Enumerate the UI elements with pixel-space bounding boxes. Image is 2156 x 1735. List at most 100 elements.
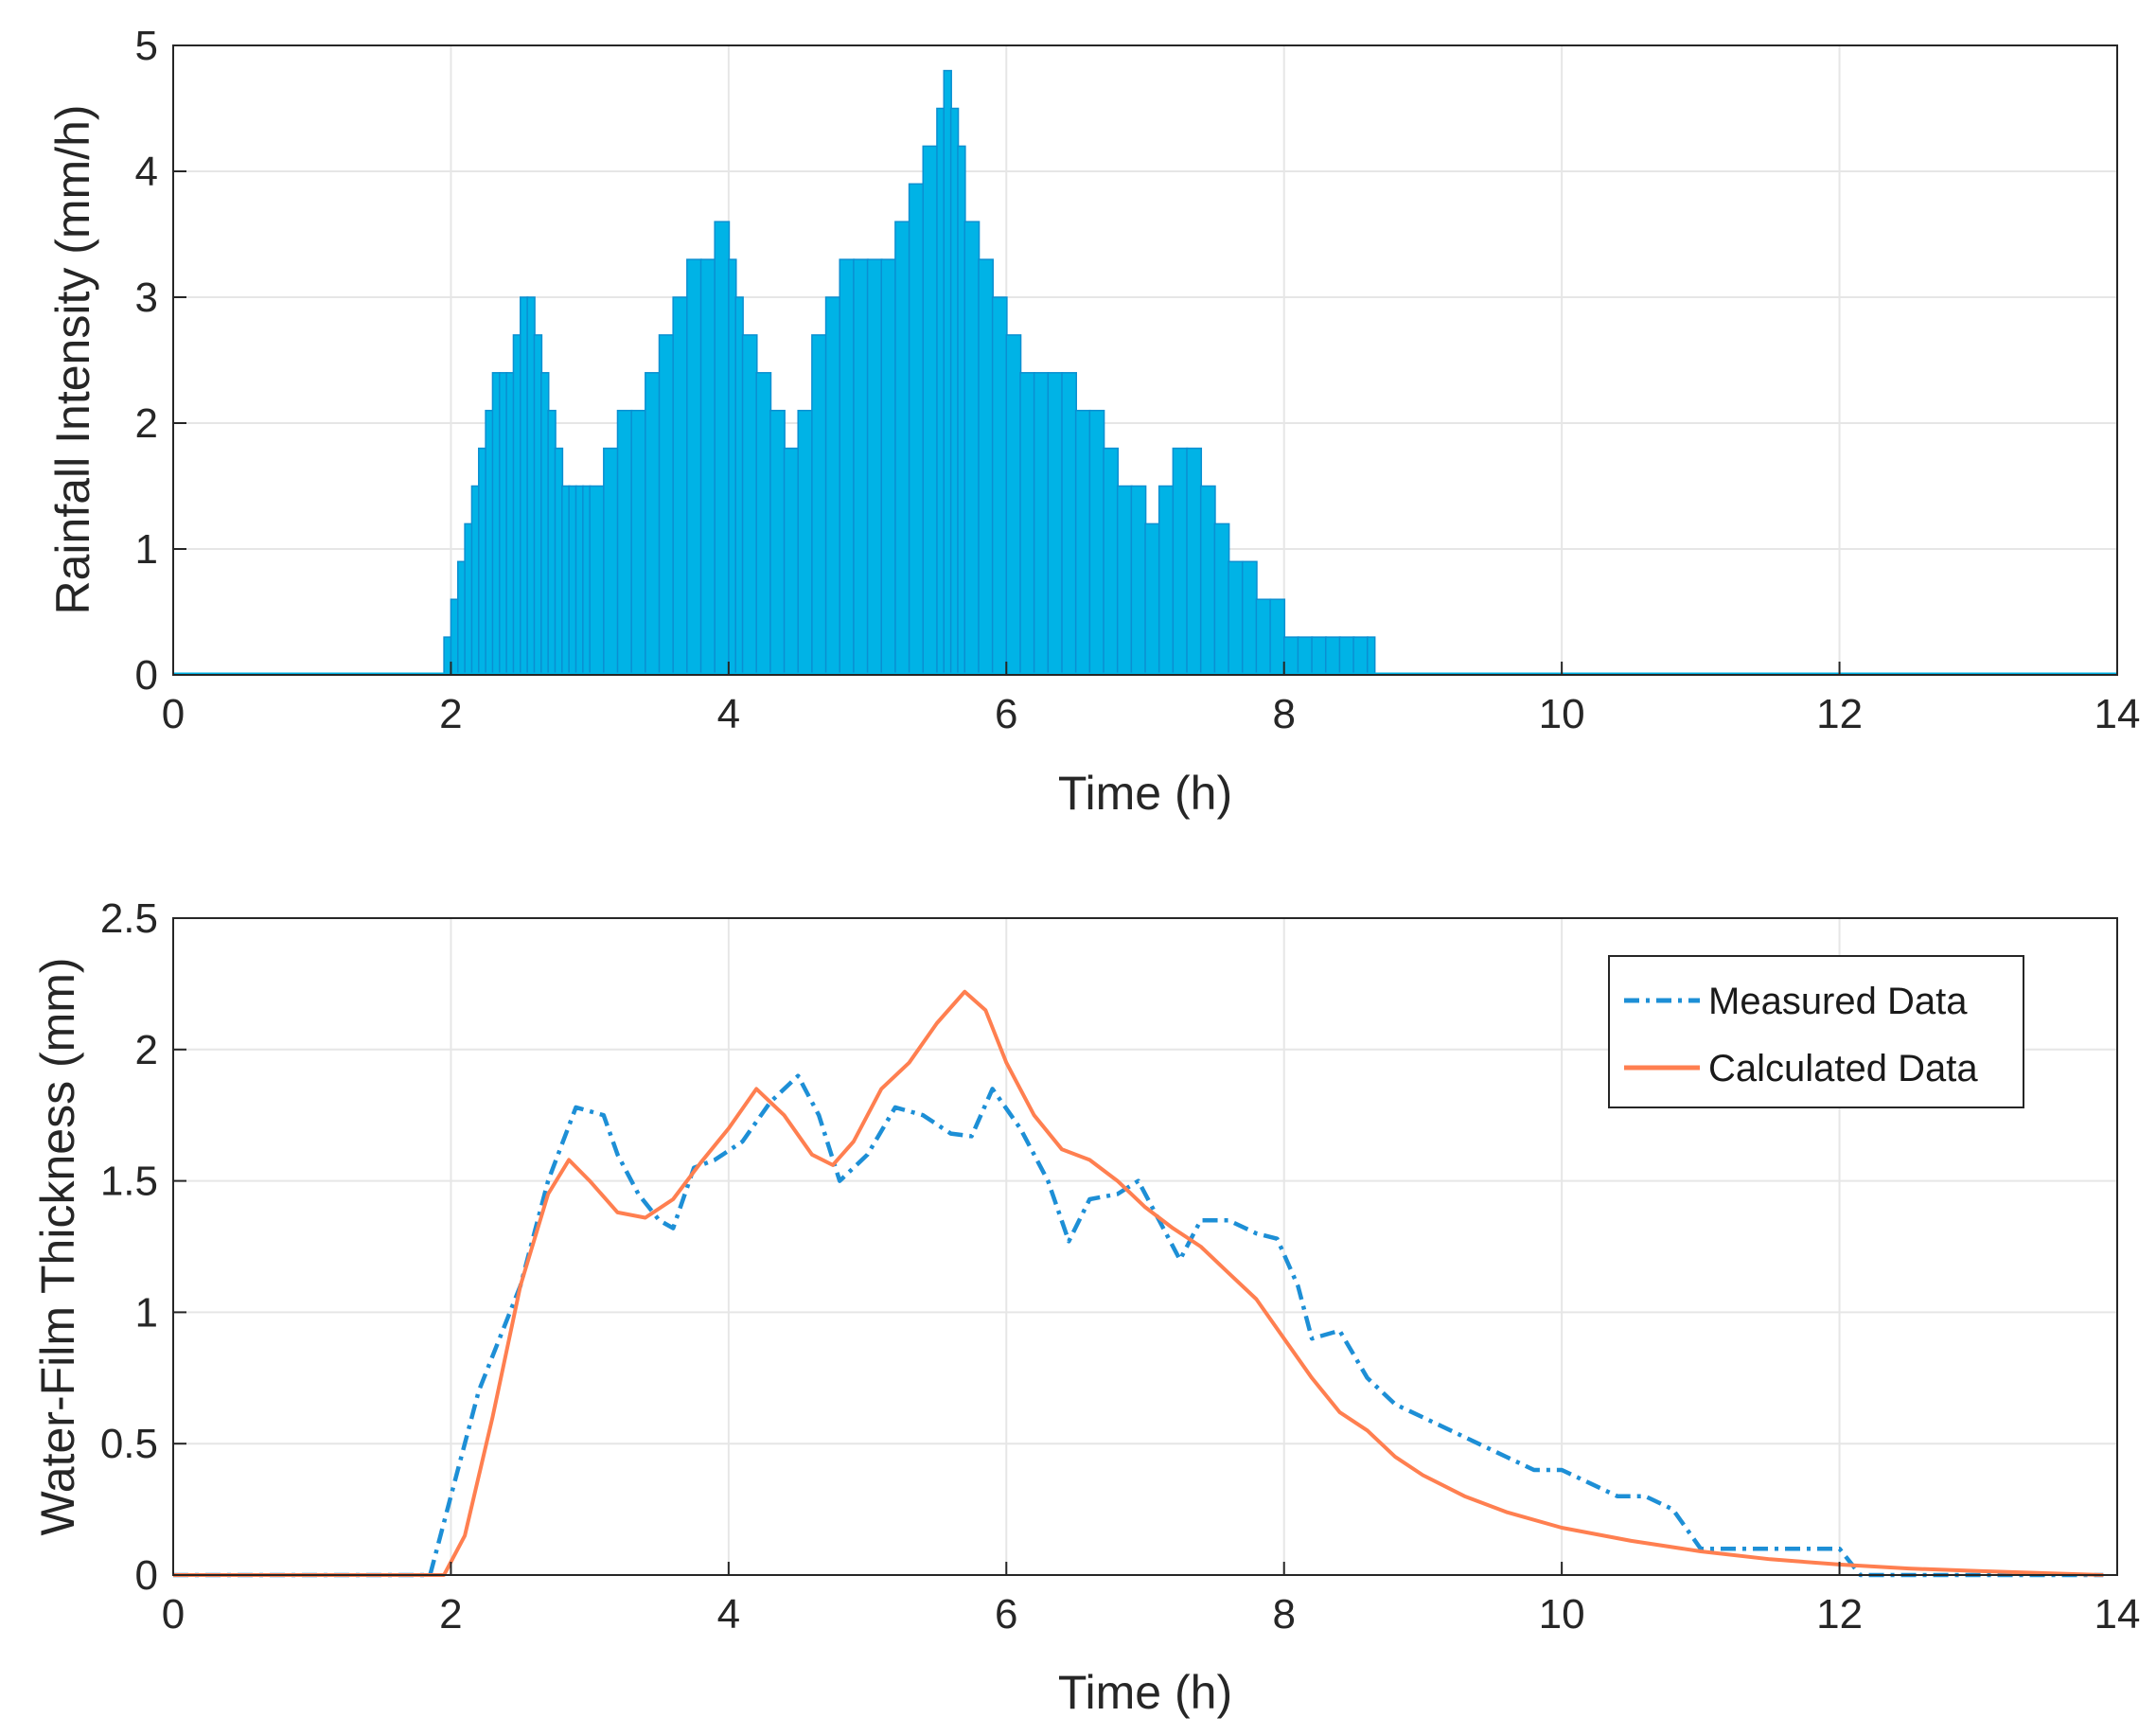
rainfall-bar xyxy=(839,258,856,676)
rainfall-bar xyxy=(783,447,800,676)
rainfall-bar xyxy=(1311,636,1328,676)
rainfall-bar xyxy=(1033,372,1050,676)
rainfall-bar xyxy=(616,409,633,676)
rainfall-bar xyxy=(1061,372,1077,676)
water-film-axes-box xyxy=(172,917,2118,1576)
rainfall-x-tick-label: 4 xyxy=(717,691,740,737)
rainfall-y-tick-label: 5 xyxy=(135,23,158,69)
rainfall-bar xyxy=(1213,522,1230,676)
water-film-x-tick-label: 12 xyxy=(1816,1591,1863,1638)
water-film-y-tick-label: 2.5 xyxy=(100,895,158,942)
rainfall-bar xyxy=(1172,447,1189,676)
rainfall-x-tick-label: 12 xyxy=(1816,691,1863,737)
rainfall-bar xyxy=(1366,636,1376,676)
rainfall-bar xyxy=(589,485,606,676)
rainfall-bar xyxy=(1324,636,1341,676)
rainfall-bar xyxy=(1130,485,1147,676)
rainfall-bar xyxy=(741,334,758,676)
rainfall-x-tick-label: 2 xyxy=(439,691,462,737)
rainfall-axes-box xyxy=(172,44,2118,676)
rainfall-y-tick-label: 1 xyxy=(135,526,158,573)
rainfall-bar xyxy=(1103,447,1120,676)
rainfall-y-tick-label: 3 xyxy=(135,274,158,321)
water-film-y-axis-label: Water-Film Thickness (mm) xyxy=(31,957,84,1535)
rainfall-bar xyxy=(1199,485,1216,676)
rainfall-bar xyxy=(1255,598,1272,676)
rainfall-y-tick-label: 0 xyxy=(135,652,158,699)
rainfall-x-tick-label: 0 xyxy=(162,691,185,737)
water-film-x-tick-label: 4 xyxy=(717,1591,740,1638)
rainfall-bar xyxy=(1074,409,1091,676)
rainfall-bar xyxy=(922,145,939,676)
rainfall-x-tick-label: 8 xyxy=(1272,691,1295,737)
rainfall-bar xyxy=(1144,522,1161,676)
rainfall-bar xyxy=(769,409,786,676)
water-film-y-tick-label: 1.5 xyxy=(100,1159,158,1205)
water-film-x-tick-label: 0 xyxy=(162,1591,185,1638)
legend-measured-label: Measured Data xyxy=(1708,981,1968,1022)
rainfall-bar xyxy=(1005,334,1022,676)
water-film-x-tick-label: 6 xyxy=(995,1591,1017,1638)
rainfall-bar xyxy=(1088,409,1105,676)
calculated-data-line xyxy=(173,989,2104,1577)
rainfall-bar xyxy=(908,183,925,676)
water-film-x-tick-label: 10 xyxy=(1539,1591,1585,1638)
rainfall-y-tick-label: 4 xyxy=(135,149,158,195)
rainfall-bar xyxy=(755,372,772,676)
rainfall-bar xyxy=(1186,447,1203,676)
rainfall-bar xyxy=(1228,560,1245,676)
water-film-panel: 0 2 4 6 8 10 12 14 0 0.5 1 1.5 2 2.5 Time (h) Water-F… xyxy=(31,895,2140,1719)
rainfall-bar xyxy=(824,296,841,676)
rainfall-bar xyxy=(1116,485,1133,676)
rainfall-bar xyxy=(797,409,814,676)
water-film-x-tick-label: 8 xyxy=(1272,1591,1295,1638)
rainfall-x-axis-label: Time (h) xyxy=(1058,767,1232,820)
water-film-y-tick-label: 0.5 xyxy=(100,1421,158,1467)
water-film-x-axis-label: Time (h) xyxy=(1058,1666,1232,1719)
rainfall-x-tick-label: 10 xyxy=(1539,691,1585,737)
rainfall-bar xyxy=(1297,636,1314,676)
rainfall-bar xyxy=(630,409,647,676)
rainfall-bar xyxy=(978,258,994,676)
rainfall-bar xyxy=(699,258,716,676)
water-film-x-tick-label: 2 xyxy=(439,1591,462,1638)
rainfall-x-tick-label: 6 xyxy=(995,691,1017,737)
water-film-y-tick-label: 1 xyxy=(135,1289,158,1336)
rainfall-bar xyxy=(1241,560,1258,676)
water-film-y-tick-label: 2 xyxy=(135,1027,158,1073)
rainfall-bar xyxy=(1338,636,1355,676)
rainfall-bar xyxy=(1158,485,1175,676)
rainfall-bar xyxy=(603,447,619,676)
rainfall-bar xyxy=(658,334,675,676)
water-film-ticks: 0 2 4 6 8 10 12 14 0 0.5 1 1.5 2 2.5 xyxy=(100,895,2141,1638)
rainfall-bar xyxy=(894,221,910,676)
water-film-lines xyxy=(173,989,2104,1578)
rainfall-bar xyxy=(1047,372,1064,676)
rainfall-bar xyxy=(811,334,827,676)
rainfall-bar xyxy=(686,258,702,676)
water-film-y-tick-label: 0 xyxy=(135,1552,158,1599)
legend-box xyxy=(1608,955,2024,1108)
water-film-x-tick-label: 14 xyxy=(2094,1591,2141,1638)
rainfall-x-tick-label: 14 xyxy=(2094,691,2141,737)
rainfall-bar xyxy=(1019,372,1035,676)
rainfall-bar xyxy=(714,221,731,676)
rainfall-bar xyxy=(853,258,869,676)
legend-calculated-label: Calculated Data xyxy=(1708,1048,1978,1089)
rainfall-y-axis-label: Rainfall Intensity (mm/h) xyxy=(46,104,99,614)
rainfall-bar xyxy=(672,296,689,676)
measured-data-line xyxy=(173,1073,2104,1578)
rainfall-y-tick-label: 2 xyxy=(135,400,158,447)
rainfall-bar xyxy=(963,221,981,676)
legend: Measured Data Calculated Data xyxy=(1608,955,2024,1108)
rainfall-bar xyxy=(866,258,883,676)
rainfall-bar xyxy=(645,372,661,676)
rainfall-bar xyxy=(1352,636,1370,676)
rainfall-bar xyxy=(880,258,897,676)
rainfall-bar xyxy=(1282,636,1299,676)
rainfall-bar xyxy=(991,296,1008,676)
rainfall-bar xyxy=(1269,598,1286,676)
